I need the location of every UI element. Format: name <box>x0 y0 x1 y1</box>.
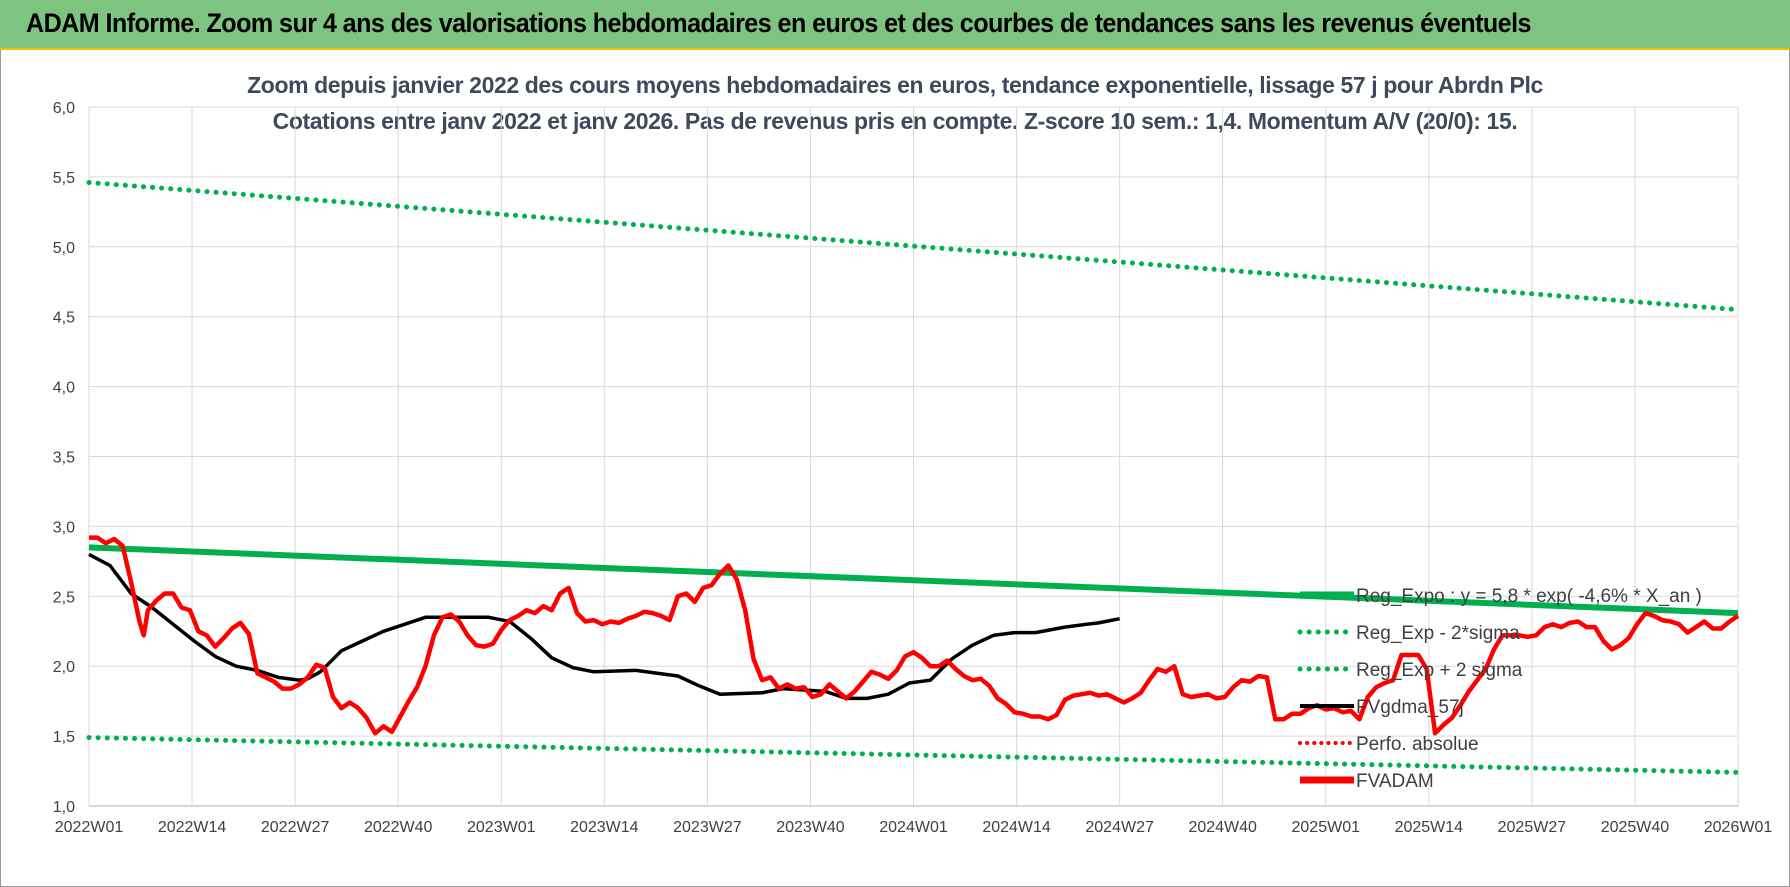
y-tick-label: 4,0 <box>53 380 75 397</box>
x-tick-label: 2023W40 <box>776 819 845 836</box>
x-tick-label: 2022W14 <box>158 819 227 836</box>
y-tick-label: 3,5 <box>53 450 75 467</box>
price-line <box>89 535 1740 736</box>
lower-sigma-line <box>86 735 1741 775</box>
x-tick-label: 2026W01 <box>1704 819 1773 836</box>
y-tick-label: 4,5 <box>53 310 75 327</box>
y-tick-label: 1,0 <box>53 799 75 816</box>
x-tick-label: 2025W40 <box>1601 819 1670 836</box>
y-tick-label: 3,0 <box>53 519 75 536</box>
x-tick-label: 2022W27 <box>261 819 330 836</box>
y-tick-label: 5,5 <box>53 170 75 187</box>
exp-trend-line <box>88 544 1739 617</box>
x-tick-label: 2022W01 <box>55 819 124 836</box>
legend-label: FVgdma_57j <box>1356 697 1464 718</box>
y-tick-label: 1,5 <box>53 729 75 746</box>
y-tick-label: 6,0 <box>53 100 75 117</box>
legend-label: Reg_Exp + 2 sigma <box>1356 660 1523 681</box>
y-tick-label: 5,0 <box>53 240 75 257</box>
legend-label: Reg_Expo : y = 5,8 * exp( -4,6% * X_an ) <box>1356 586 1702 607</box>
chart-title: Zoom depuis janvier 2022 des cours moyen… <box>247 72 1543 98</box>
x-tick-label: 2025W14 <box>1395 819 1464 836</box>
upper-sigma-line <box>86 180 1741 313</box>
legend-label: FVADAM <box>1356 771 1434 792</box>
x-tick-label: 2024W01 <box>879 819 948 836</box>
legend-label: Reg_Exp - 2*sigma <box>1356 623 1520 644</box>
x-tick-label: 2024W27 <box>1085 819 1154 836</box>
y-tick-label: 2,0 <box>53 659 75 676</box>
legend-label: Perfo. absolue <box>1356 734 1479 755</box>
x-tick-label: 2023W27 <box>673 819 742 836</box>
x-tick-label: 2025W27 <box>1498 819 1567 836</box>
x-tick-label: 2024W40 <box>1188 819 1257 836</box>
smoothed-line <box>88 552 1120 701</box>
x-tick-label: 2024W14 <box>982 819 1051 836</box>
x-tick-label: 2025W01 <box>1292 819 1361 836</box>
chart-subtitle: Cotations entre janv 2022 et janv 2026. … <box>272 108 1518 134</box>
y-tick-label: 2,5 <box>53 589 75 606</box>
report-banner: ADAM Informe. Zoom sur 4 ans des valoris… <box>0 0 1790 50</box>
x-tick-label: 2023W14 <box>570 819 639 836</box>
report-title: ADAM Informe. Zoom sur 4 ans des valoris… <box>26 8 1531 38</box>
x-tick-label: 2023W01 <box>467 819 536 836</box>
x-tick-label: 2022W40 <box>364 819 433 836</box>
